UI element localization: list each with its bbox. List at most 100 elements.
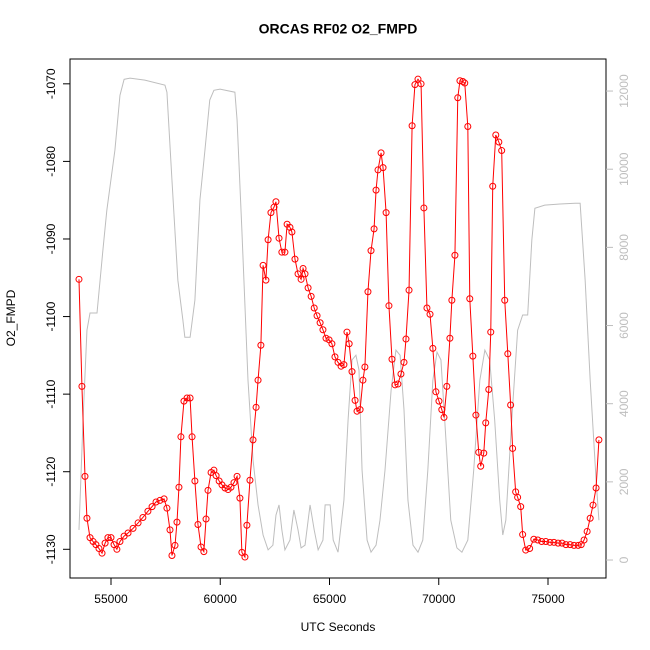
data-point [204,486,212,494]
data-point [570,541,578,549]
data-point [385,302,393,310]
data-point [129,524,137,532]
data-point [522,546,530,554]
x-tick-label: 60000 [204,592,238,606]
x-tick-label: 75000 [531,592,565,606]
data-point [509,444,517,452]
x-tick-label: 70000 [422,592,456,606]
data-point [243,521,251,529]
data-point [466,295,474,303]
data-point [134,519,142,527]
data-point [443,382,451,390]
data-point [485,385,493,393]
data-point [124,529,132,537]
data-point [489,182,497,190]
data-point [281,248,289,256]
data-point [81,472,89,480]
y2-tick-label: 12000 [617,74,631,108]
data-point [397,370,405,378]
data-point [379,164,387,172]
data-point [454,94,462,102]
data-point [526,545,534,553]
data-point [173,518,181,526]
data-point [262,276,270,284]
data-point [212,472,220,480]
data-point [426,310,434,318]
data-point [542,538,550,546]
data-point [364,288,372,296]
data-point [356,406,364,414]
data-point [202,515,210,523]
data-point [546,538,554,546]
y-tick-label: -1080 [44,146,58,177]
data-point [101,539,109,547]
data-point [459,77,467,85]
data-point [316,319,324,327]
data-point [550,538,558,546]
data-point [98,549,106,557]
data-point [382,209,390,217]
data-point [448,296,456,304]
data-point [475,448,483,456]
data-point [359,376,367,384]
data-point [288,228,296,236]
data-point [343,328,351,336]
data-point [408,122,416,130]
data-point [294,270,302,278]
data-point [75,275,83,283]
data-point [504,350,512,358]
data-point [507,401,515,409]
data-point [301,270,309,278]
data-point [116,538,124,546]
data-point [246,476,254,484]
data-point [420,204,428,212]
data-point [83,514,91,522]
data-point [156,496,164,504]
data-point [469,352,477,360]
data-point [328,340,336,348]
data-point [492,131,500,139]
y2-tick-label: 6000 [617,312,631,339]
x-tick-label: 55000 [94,592,128,606]
data-point [583,527,591,535]
data-point [233,472,241,480]
data-point [538,538,546,546]
data-point [402,335,410,343]
data-point [313,312,321,320]
data-point [254,376,262,384]
data-point [183,394,191,402]
data-point [257,341,265,349]
y-tick-label: -1110 [44,379,58,408]
data-point [534,536,542,544]
data-point [340,361,348,369]
data-point [286,223,294,231]
data-point [530,535,538,543]
data-point [168,552,176,560]
data-point [348,368,356,376]
data-point [477,462,485,470]
data-point [423,304,431,312]
y-tick-label: -1100 [44,301,58,331]
data-point [186,394,194,402]
data-point [304,284,312,292]
data-point [264,236,272,244]
data-point [580,536,588,544]
data-point [438,406,446,414]
data-point [144,507,152,515]
data-point [377,149,385,157]
data-point [574,541,582,549]
data-point [405,286,413,294]
data-point [200,548,208,556]
data-point [331,353,339,361]
data-point [566,541,574,549]
data-point [495,138,503,146]
y-axis-label: O2_FMPD [4,289,18,346]
data-point [554,539,562,547]
data-point [435,397,443,405]
data-point [519,531,527,539]
data-point [562,541,570,549]
x-tick-label: 65000 [313,592,347,606]
data-point [241,553,249,561]
y-tick-label: -1120 [44,456,58,486]
